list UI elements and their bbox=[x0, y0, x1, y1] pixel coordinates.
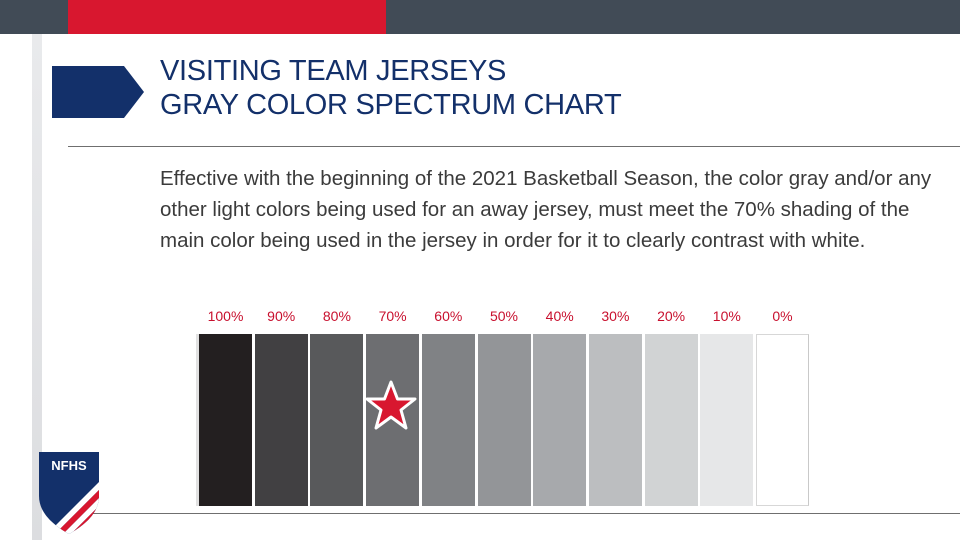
top-bar-red-accent bbox=[68, 0, 386, 34]
divider-bottom bbox=[68, 513, 960, 514]
logo-text: NFHS bbox=[51, 458, 87, 473]
gray-swatch bbox=[310, 334, 364, 506]
chart-left-edge bbox=[196, 334, 199, 506]
swatch-label: 60% bbox=[434, 308, 463, 324]
swatch-label: 0% bbox=[772, 308, 793, 324]
swatch-label: 90% bbox=[267, 308, 296, 324]
swatch-label: 80% bbox=[322, 308, 351, 324]
gray-swatch bbox=[254, 334, 308, 506]
gray-swatch bbox=[477, 334, 531, 506]
gray-swatch bbox=[421, 334, 475, 506]
swatch-label: 20% bbox=[657, 308, 686, 324]
title-line-2: GRAY COLOR SPECTRUM CHART bbox=[160, 89, 622, 121]
top-bar bbox=[0, 0, 960, 34]
gray-swatch bbox=[588, 334, 642, 506]
star-icon bbox=[365, 380, 417, 430]
title-line-1: VISITING TEAM JERSEYS bbox=[160, 55, 507, 87]
page-title: VISITING TEAM JERSEYS GRAY COLOR SPECTRU… bbox=[160, 54, 622, 122]
gray-swatch bbox=[533, 334, 587, 506]
gray-swatch bbox=[644, 334, 698, 506]
swatch-label: 50% bbox=[489, 308, 519, 324]
nfhs-logo: NFHS bbox=[39, 452, 99, 534]
swatch-label: 40% bbox=[545, 308, 574, 324]
arrow-shape-icon bbox=[52, 66, 144, 118]
swatch-label: 70% bbox=[378, 308, 407, 324]
swatch-label: 10% bbox=[712, 308, 741, 324]
divider-top bbox=[68, 146, 960, 147]
gray-swatch bbox=[700, 334, 754, 506]
swatch-label: 100% bbox=[207, 308, 244, 324]
gray-swatch bbox=[756, 334, 809, 506]
gray-swatch bbox=[199, 334, 252, 506]
body-paragraph: Effective with the beginning of the 2021… bbox=[160, 167, 932, 252]
swatch-label: 30% bbox=[601, 308, 630, 324]
side-strip bbox=[32, 34, 42, 540]
